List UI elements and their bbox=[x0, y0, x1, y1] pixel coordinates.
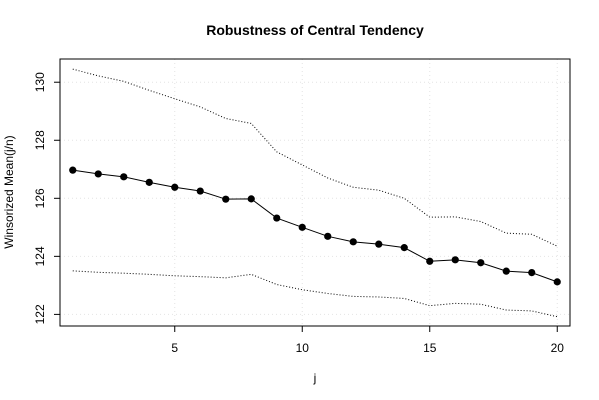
tick-layer: 5 10 15 20 122 124 126 128 130 bbox=[33, 72, 564, 355]
y-axis-label: Winsorized Mean(j/n) bbox=[2, 135, 16, 248]
winsorized-mean-point bbox=[69, 166, 77, 174]
x-axis-label: j bbox=[313, 371, 317, 385]
x-tick-label: 15 bbox=[423, 341, 437, 355]
winsorized-mean-point bbox=[426, 257, 434, 265]
winsorized-mean-point bbox=[400, 244, 408, 252]
winsorized-mean-point bbox=[375, 240, 383, 248]
y-tick-label: 128 bbox=[33, 130, 47, 150]
winsorized-mean-point bbox=[298, 223, 306, 231]
y-tick-label: 126 bbox=[33, 188, 47, 208]
winsorized-mean-point bbox=[528, 269, 536, 277]
series-layer bbox=[69, 68, 561, 318]
x-tick-label: 20 bbox=[551, 341, 565, 355]
y-tick-label: 122 bbox=[33, 304, 47, 324]
winsorized-mean-point bbox=[196, 187, 204, 195]
winsorized-mean-point bbox=[171, 183, 179, 191]
winsorized-mean-point bbox=[94, 170, 102, 178]
winsorized-mean-point bbox=[451, 256, 459, 264]
winsorized-mean-point bbox=[349, 238, 357, 246]
chart-title: Robustness of Central Tendency bbox=[206, 22, 424, 38]
x-tick-label: 5 bbox=[171, 341, 178, 355]
winsorized-mean-point bbox=[324, 232, 332, 240]
winsorized-mean-point bbox=[247, 195, 255, 203]
winsorized-mean-point bbox=[120, 173, 128, 181]
winsorized-mean-point bbox=[273, 214, 281, 222]
upper-bound-line bbox=[72, 68, 558, 247]
winsorized-mean-line bbox=[72, 169, 558, 283]
winsorized-mean-point bbox=[222, 195, 230, 203]
lower-bound-line bbox=[72, 270, 558, 318]
y-tick-label: 124 bbox=[33, 246, 47, 266]
winsorized-mean-point bbox=[145, 178, 153, 186]
plot-frame bbox=[59, 58, 571, 327]
winsorized-mean-point bbox=[477, 259, 485, 267]
x-tick-label: 10 bbox=[296, 341, 310, 355]
winsorized-mean-point bbox=[553, 278, 561, 286]
grid-layer bbox=[60, 59, 570, 326]
y-tick-label: 130 bbox=[33, 72, 47, 92]
winsorized-mean-point bbox=[502, 267, 510, 275]
